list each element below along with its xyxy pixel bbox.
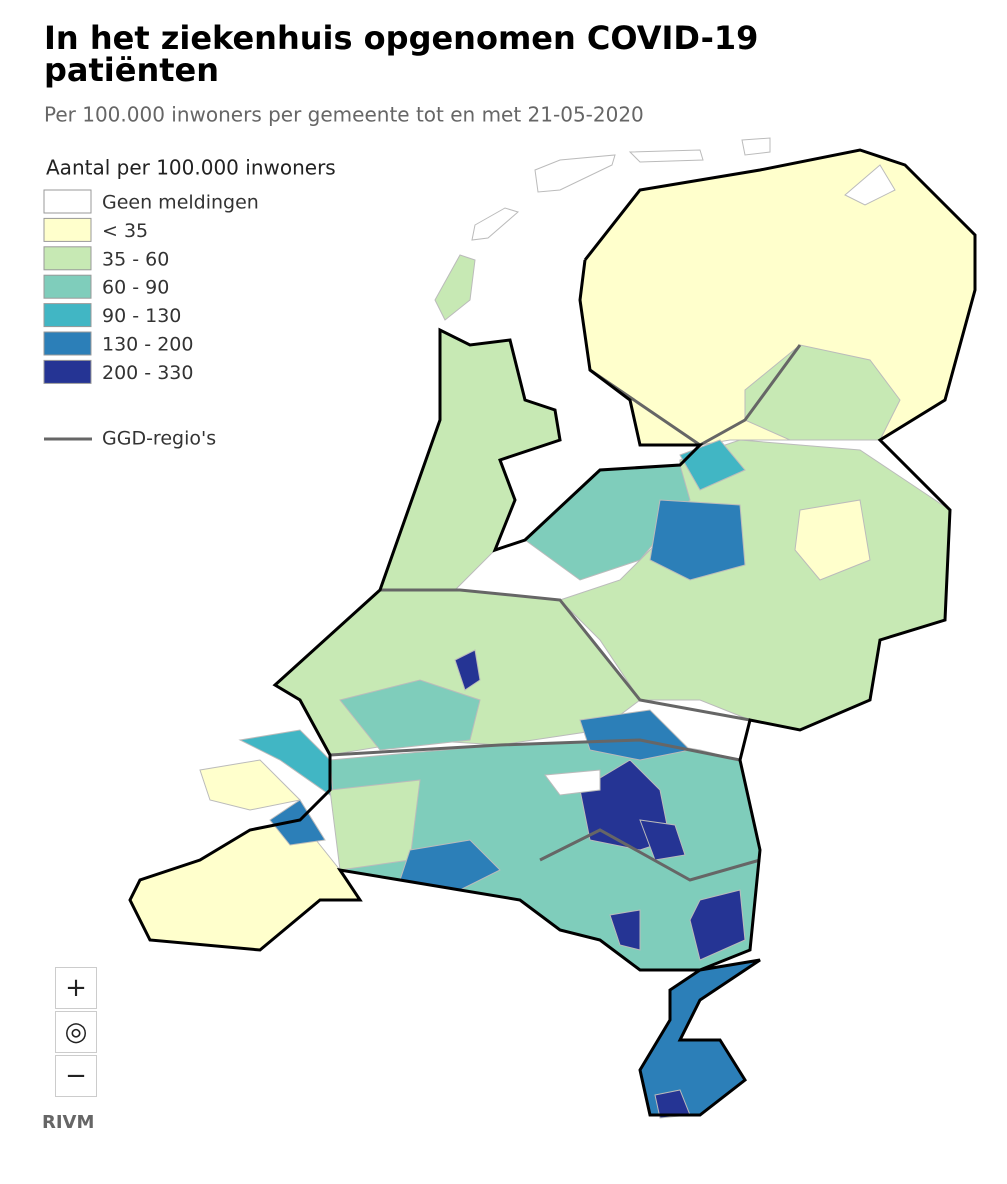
legend-label: 60 - 90 [102, 277, 169, 299]
island [434, 254, 476, 321]
zoom-out-button[interactable]: − [55, 1055, 97, 1097]
region [544, 769, 601, 796]
zoom-in-button[interactable]: + [55, 967, 97, 1009]
coastline [128, 148, 977, 1117]
region [679, 439, 746, 491]
island [741, 137, 771, 156]
region [339, 679, 481, 751]
region [649, 499, 746, 581]
title: patiënten [44, 51, 219, 89]
region [579, 709, 692, 761]
region [379, 329, 561, 601]
region [844, 164, 896, 206]
legend: Geen meldingen < 35 35 - 60 60 - 90 90 - 130… [43, 189, 259, 384]
legend-swatch [43, 274, 92, 299]
ggd-boundary [329, 738, 741, 762]
legend-swatch [43, 189, 92, 214]
map [128, 137, 977, 1119]
reset-button[interactable]: ◎ [55, 1011, 97, 1053]
region [269, 799, 326, 846]
ggd-boundary [589, 344, 802, 447]
region [794, 499, 871, 581]
legend-label: < 35 [102, 220, 148, 242]
title: In het ziekenhuis opgenomen COVID-19 [44, 19, 758, 57]
legend-swatch [43, 331, 92, 356]
region [399, 839, 501, 891]
island [534, 154, 616, 193]
legend-swatch [43, 217, 92, 242]
region [454, 649, 481, 691]
legend-title: Aantal per 100.000 inwoners [46, 156, 336, 180]
ggd-boundary [380, 588, 751, 722]
legend-label: 35 - 60 [102, 248, 169, 270]
ggd-boundary [539, 828, 761, 882]
region [199, 759, 302, 811]
legend-label: GGD-regio's [102, 428, 216, 450]
region [689, 889, 746, 961]
region [329, 779, 421, 871]
region [639, 819, 686, 861]
credit: RIVM [42, 1112, 94, 1133]
legend-swatch [43, 359, 92, 384]
island [471, 207, 520, 241]
legend-label: 90 - 130 [102, 305, 181, 327]
subtitle: Per 100.000 inwoners per gemeente tot en… [44, 103, 644, 127]
region [129, 819, 361, 951]
legend-label: Geen meldingen [102, 192, 259, 214]
legend-swatch [43, 246, 92, 271]
legend-label: 130 - 200 [102, 334, 193, 356]
legend-swatch [43, 303, 92, 328]
island [628, 149, 704, 163]
region [609, 909, 641, 951]
legend-label: 200 - 330 [102, 362, 193, 384]
